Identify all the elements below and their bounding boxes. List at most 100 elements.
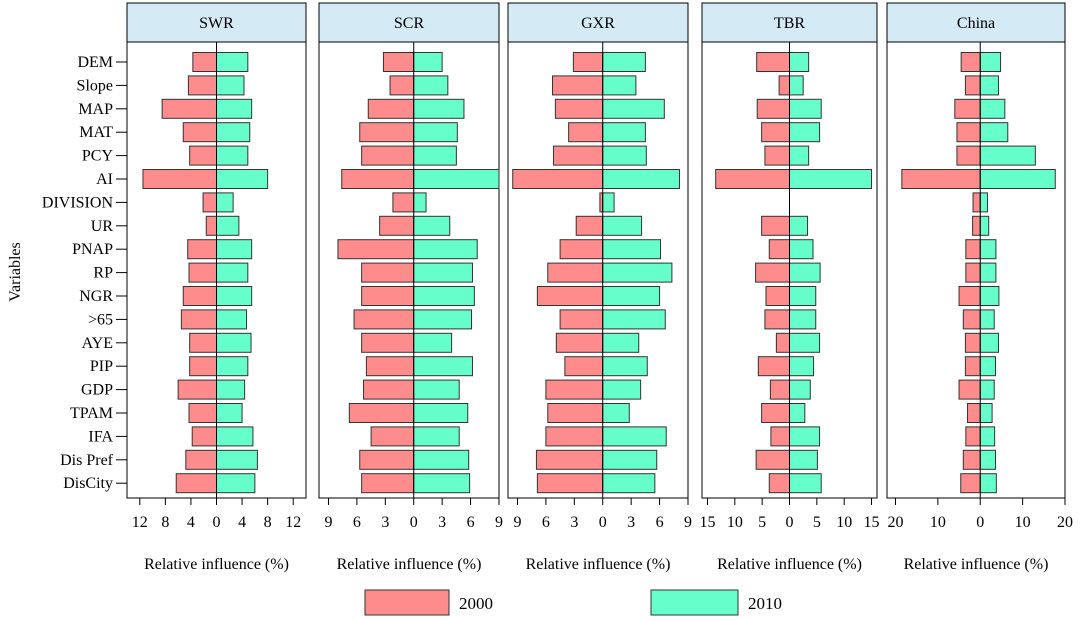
bar-2010-ur — [979, 215, 990, 236]
x-tick-label: 10 — [727, 514, 743, 531]
x-axis-title: Relative influence (%) — [337, 556, 482, 573]
bar-2010-division — [413, 192, 427, 213]
bar-2000-gdp — [958, 379, 981, 400]
bar-2000-gdp — [545, 379, 604, 400]
x-tick-label: 6 — [656, 514, 664, 531]
bar-2010-rp — [789, 262, 821, 283]
bar-2000-dis-pref — [185, 449, 217, 470]
bar-2000-tpam — [348, 403, 415, 423]
x-tick-label: 3 — [627, 514, 635, 531]
bar-2000-ifa — [370, 426, 415, 447]
bar-2010-slope — [216, 75, 245, 96]
bar-2010-aye — [789, 332, 821, 353]
panel-title: SCR — [394, 15, 425, 32]
bar-2010-slope — [979, 75, 999, 96]
x-tick-label: 15 — [864, 514, 880, 531]
bar-2010-map — [979, 98, 1006, 119]
bar-2000-ngr — [536, 286, 604, 306]
bar-2000-map — [554, 98, 604, 119]
bar-2010-dis-pref — [413, 449, 470, 470]
x-tick-label: 8 — [161, 514, 169, 531]
variable-label: RP — [93, 265, 113, 282]
bar-2000-division — [202, 192, 217, 213]
bar-2010-mat — [979, 122, 1009, 143]
bar-2010-aye — [413, 332, 453, 353]
panel-title-strip — [701, 2, 878, 43]
x-tick-label: 5 — [813, 514, 821, 531]
bar-2010-gdp — [602, 379, 642, 400]
x-tick-label: 10 — [930, 514, 946, 531]
bar-2010-ai — [602, 169, 680, 189]
panel-title-strip — [507, 2, 689, 43]
bar-2000-pip — [365, 356, 415, 377]
bar-2000-dem — [572, 52, 604, 72]
bar-2010-pcy — [602, 145, 647, 166]
variable-label: GDP — [81, 382, 113, 399]
bar-2000--65 — [180, 309, 217, 330]
bar-2000-slope — [389, 75, 415, 96]
bar-2010-rp — [413, 262, 473, 283]
bar-2010-map — [413, 98, 465, 119]
bar-2000-tpam — [967, 403, 981, 423]
bar-2000-pcy — [764, 145, 790, 166]
variable-label: MAP — [78, 101, 113, 118]
bar-2010-pip — [789, 356, 815, 377]
bar-2000-slope — [187, 75, 217, 96]
bar-2010-dis-pref — [216, 449, 258, 470]
bar-2010-pcy — [979, 145, 1036, 166]
bar-2000-dem — [756, 52, 790, 72]
bar-2010-tpam — [413, 403, 469, 423]
bar-2000-map — [367, 98, 415, 119]
bar-2000-aye — [189, 332, 217, 353]
bar-2000-discity — [536, 473, 604, 494]
bar-2010-gdp — [979, 379, 995, 400]
bar-2010-dis-pref — [602, 449, 658, 470]
bar-2010-ur — [413, 215, 451, 236]
bar-2010-ai — [979, 169, 1056, 189]
bar-2010-ifa — [216, 426, 254, 447]
bar-2010-aye — [602, 332, 640, 353]
bar-2000-pip — [564, 356, 604, 377]
x-tick-label: 0 — [786, 514, 794, 531]
bar-2000--65 — [764, 309, 790, 330]
bar-2000-pcy — [189, 145, 217, 166]
bar-2000-ngr — [765, 286, 790, 306]
bar-2000-dis-pref — [755, 449, 790, 470]
bar-2010--65 — [413, 309, 473, 330]
bar-2000-map — [161, 98, 218, 119]
bar-2010-tpam — [602, 403, 630, 423]
bar-2010-discity — [602, 473, 656, 494]
panel-title: SWR — [199, 15, 234, 32]
bar-2010-gdp — [413, 379, 460, 400]
bar-2000-discity — [175, 473, 218, 494]
bar-2000-rp — [755, 262, 790, 283]
bar-2000-pcy — [552, 145, 604, 166]
x-tick-label: 5 — [758, 514, 766, 531]
bar-2000-gdp — [769, 379, 790, 400]
bar-2000-ngr — [182, 286, 217, 306]
bar-2010-pcy — [789, 145, 810, 166]
bar-2000-pnap — [559, 239, 604, 260]
bar-2010-tpam — [789, 403, 806, 423]
bar-2010-dis-pref — [789, 449, 818, 470]
bar-2010-pnap — [602, 239, 662, 260]
x-tick-label: 9 — [684, 514, 692, 531]
x-tick-label: 12 — [285, 514, 301, 531]
x-axis-title: Relative influence (%) — [526, 556, 671, 573]
bar-2000-division — [972, 192, 981, 213]
bar-2000-ur — [972, 215, 981, 236]
bar-2000-tpam — [188, 403, 217, 423]
bar-2000-ur — [761, 215, 790, 236]
bar-2000-ai — [512, 169, 604, 189]
x-tick-label: 12 — [132, 514, 148, 531]
bar-2000-pnap — [965, 239, 981, 260]
x-tick-label: 15 — [699, 514, 715, 531]
bar-2010-pnap — [789, 239, 814, 260]
bar-2000--65 — [353, 309, 415, 330]
bar-2010-tpam — [216, 403, 243, 423]
variable-label: Dis Pref — [60, 452, 114, 469]
bar-2010-rp — [602, 262, 673, 283]
bar-2000-ur — [379, 215, 415, 236]
bar-2000-ai — [901, 169, 981, 189]
variable-label: AYE — [82, 335, 113, 352]
